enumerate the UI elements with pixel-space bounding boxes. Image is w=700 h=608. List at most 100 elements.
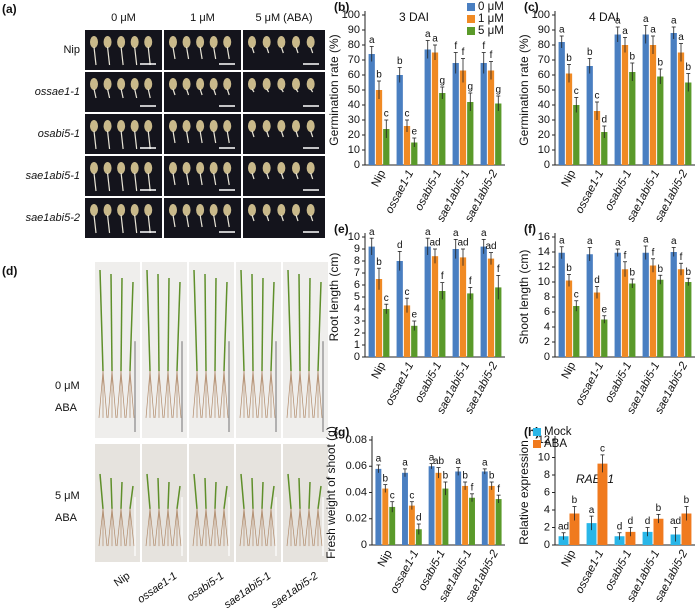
root bbox=[257, 508, 263, 547]
root bbox=[266, 508, 272, 547]
root bbox=[243, 508, 249, 547]
bar bbox=[649, 265, 657, 357]
bar bbox=[375, 90, 383, 165]
root bbox=[167, 371, 173, 418]
y-tick-label: 0 bbox=[354, 351, 360, 363]
seed bbox=[90, 120, 98, 132]
y-tick-label: 60 bbox=[348, 69, 360, 81]
row-label: sae1abi5-1 bbox=[26, 170, 80, 182]
shoot bbox=[214, 277, 217, 372]
root bbox=[295, 172, 299, 180]
y-tick-label: 70 bbox=[348, 54, 360, 66]
bar bbox=[375, 468, 382, 545]
bar bbox=[670, 252, 677, 357]
significance-letter: a bbox=[643, 235, 649, 246]
legend-label: Mock bbox=[544, 426, 572, 438]
root bbox=[102, 371, 108, 418]
bar bbox=[558, 42, 565, 165]
significance-letter: ad bbox=[485, 241, 496, 252]
significance-letter: d bbox=[397, 240, 403, 251]
y-axis-label: Germination rate (%) bbox=[327, 34, 341, 145]
y-tick-label: 7 bbox=[354, 267, 360, 279]
root bbox=[93, 130, 97, 150]
root bbox=[317, 508, 323, 547]
root bbox=[154, 508, 160, 547]
root bbox=[134, 46, 138, 66]
seed bbox=[306, 78, 315, 90]
root bbox=[172, 88, 176, 96]
root bbox=[134, 214, 138, 234]
seed bbox=[223, 120, 232, 132]
root bbox=[248, 371, 254, 418]
shoot bbox=[176, 485, 181, 509]
bar bbox=[597, 463, 608, 545]
significance-letter: c bbox=[384, 293, 389, 304]
root bbox=[290, 371, 296, 418]
bar bbox=[685, 282, 692, 357]
row-label: sae1abi5-2 bbox=[26, 212, 80, 224]
bar bbox=[411, 142, 418, 165]
root bbox=[313, 371, 319, 418]
seed bbox=[223, 204, 232, 216]
bar bbox=[368, 246, 375, 357]
seed bbox=[292, 36, 300, 48]
significance-letter: b bbox=[685, 267, 691, 278]
seed bbox=[103, 78, 112, 90]
shoot bbox=[146, 269, 151, 372]
bar bbox=[629, 72, 636, 165]
bar bbox=[415, 529, 422, 545]
significance-letter: a bbox=[429, 452, 435, 463]
root bbox=[176, 371, 182, 418]
significance-letter: c bbox=[384, 109, 389, 120]
root bbox=[116, 508, 122, 547]
significance-letter: b bbox=[443, 471, 449, 482]
y-tick-label: 4 bbox=[544, 321, 550, 333]
y-tick-label: 40 bbox=[538, 99, 550, 111]
y-tick-label: 90 bbox=[538, 24, 550, 36]
shoot bbox=[308, 277, 311, 372]
bar bbox=[480, 246, 487, 357]
root bbox=[172, 130, 176, 144]
significance-letter: d bbox=[645, 516, 651, 527]
bar bbox=[625, 531, 636, 545]
bar bbox=[424, 49, 431, 165]
bar bbox=[480, 63, 487, 165]
y-tick-label: 10 bbox=[538, 451, 550, 463]
seed bbox=[169, 204, 177, 216]
significance-letter: f bbox=[497, 484, 500, 495]
bar bbox=[455, 471, 462, 545]
bar bbox=[649, 45, 657, 165]
seed bbox=[209, 78, 218, 90]
shoot bbox=[176, 281, 181, 372]
bar bbox=[411, 325, 418, 357]
seed bbox=[248, 162, 256, 174]
seed bbox=[182, 204, 191, 216]
column-label: sae1abi5-2 bbox=[269, 570, 320, 608]
root bbox=[185, 214, 190, 228]
root bbox=[145, 371, 151, 418]
row-label: ABA bbox=[55, 402, 78, 414]
panel-label: (c) bbox=[524, 0, 539, 14]
root bbox=[251, 88, 255, 93]
y-tick-label: 30 bbox=[538, 114, 550, 126]
y-axis-label: Germination rate (%) bbox=[517, 34, 531, 145]
significance-letter: g bbox=[495, 85, 501, 96]
root bbox=[196, 508, 202, 547]
shoot bbox=[204, 477, 207, 509]
bar bbox=[383, 309, 390, 357]
seed bbox=[262, 78, 271, 90]
root bbox=[310, 88, 314, 93]
bar bbox=[439, 291, 446, 357]
root bbox=[219, 371, 225, 418]
root bbox=[93, 88, 97, 99]
root bbox=[252, 508, 258, 547]
significance-letter: a bbox=[559, 235, 565, 246]
shoot bbox=[110, 273, 113, 372]
chart-title: 3 DAI bbox=[399, 10, 429, 24]
root bbox=[239, 371, 245, 418]
shoot bbox=[204, 273, 207, 372]
bar bbox=[389, 506, 396, 545]
y-axis-label: Root length (cm) bbox=[327, 253, 341, 342]
root bbox=[210, 371, 216, 418]
significance-letter: a bbox=[622, 26, 628, 37]
